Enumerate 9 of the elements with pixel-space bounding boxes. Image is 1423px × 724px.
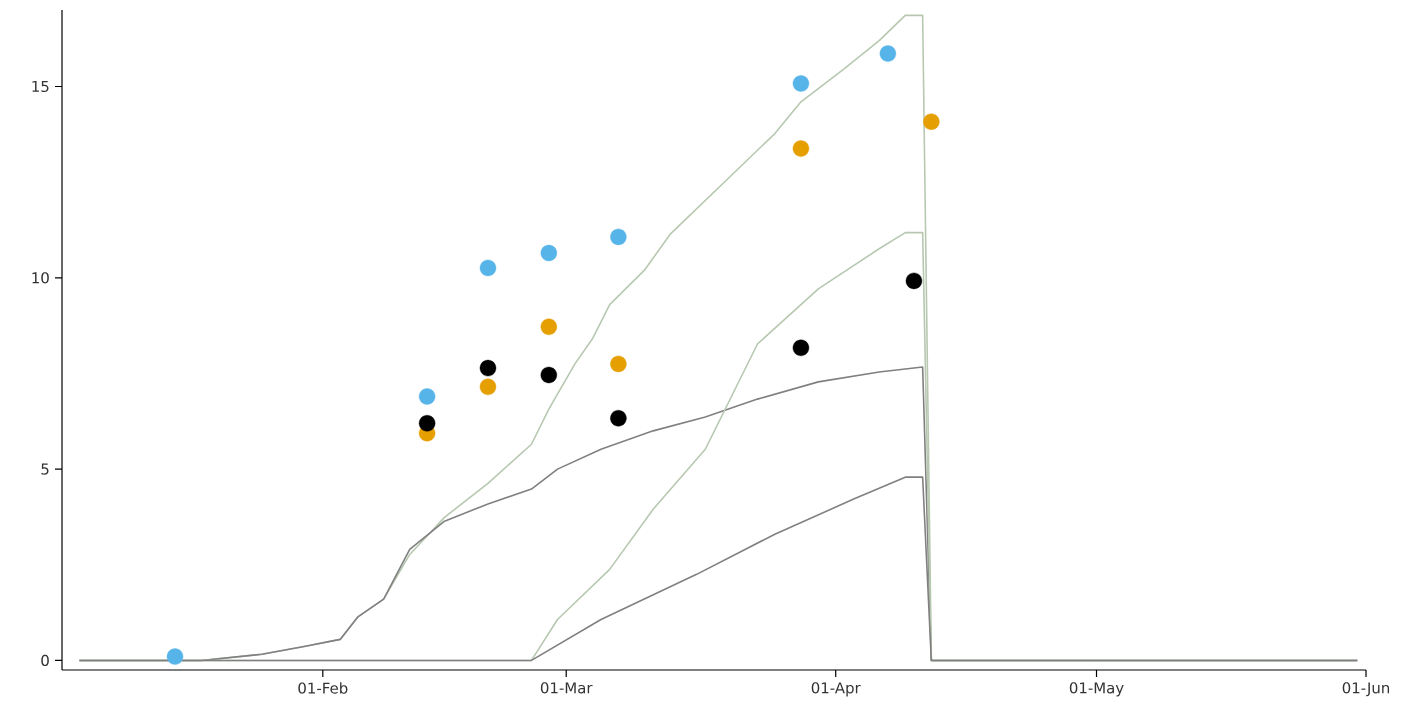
- x-tick-label: 01-May: [1069, 682, 1124, 697]
- y-tick-label: 0: [41, 654, 49, 667]
- y-tick-label: 5: [41, 463, 49, 475]
- x-tick-label: 01-Mar: [540, 682, 593, 694]
- x-tick-label: 01-Apr: [811, 682, 861, 697]
- y-tick-label: 15: [32, 80, 49, 93]
- x-tick-label: 01-Feb: [298, 682, 348, 694]
- y-tick-label: 10: [32, 272, 49, 284]
- x-tick-label: 01-Jun: [1342, 682, 1390, 697]
